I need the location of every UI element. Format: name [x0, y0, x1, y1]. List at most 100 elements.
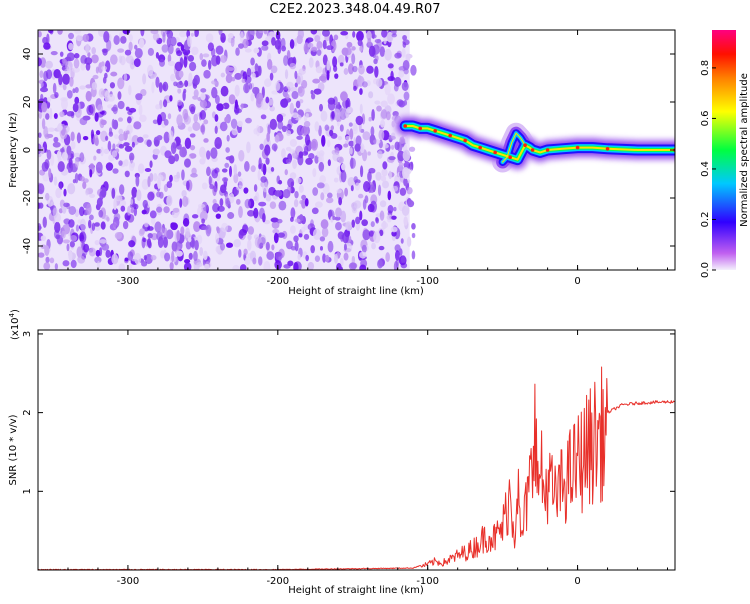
ridge-peak-point [575, 145, 580, 150]
noise-speckle [107, 140, 112, 152]
noise-speckle [167, 43, 174, 55]
noise-speckle [104, 90, 110, 103]
noise-speckle [269, 118, 278, 130]
noise-speckle [265, 157, 270, 165]
noise-speckle [176, 143, 182, 150]
noise-speckle [368, 230, 374, 237]
noise-speckle [74, 96, 80, 105]
noise-speckle [69, 240, 75, 248]
noise-speckle [41, 118, 46, 130]
colorbar-label: Normalized spectral amplitude [739, 73, 750, 227]
noise-speckle [235, 198, 241, 205]
noise-speckle [118, 128, 124, 135]
noise-speckle [354, 143, 361, 152]
noise-speckle [38, 30, 42, 38]
noise-speckle [255, 124, 261, 137]
noise-speckle [294, 82, 298, 88]
noise-speckle [82, 136, 89, 141]
noise-speckle [258, 65, 262, 76]
noise-speckle [73, 53, 80, 59]
noise-speckle [289, 172, 297, 180]
noise-speckle [112, 168, 119, 174]
noise-speckle [336, 262, 342, 270]
noise-speckle [100, 119, 107, 126]
noise-speckle [224, 116, 229, 123]
noise-speckle [359, 88, 363, 95]
noise-speckle [377, 184, 382, 196]
noise-speckle [371, 109, 375, 121]
noise-speckle [260, 176, 267, 183]
noise-speckle [52, 82, 57, 94]
noise-speckle [157, 177, 161, 190]
noise-speckle [394, 52, 402, 59]
snr-x-tick-label: -100 [416, 576, 439, 587]
noise-speckle [68, 205, 77, 215]
noise-speckle [147, 191, 155, 201]
colorbar: 0.0 0.2 0.4 0.6 0.8 Normalized spectral ampl… [700, 30, 750, 278]
noise-speckle [117, 77, 125, 90]
noise-speckle [387, 190, 392, 201]
noise-speckle [136, 189, 142, 202]
noise-speckle [84, 57, 93, 65]
noise-speckle [333, 108, 341, 121]
noise-speckle [110, 54, 118, 65]
noise-speckle [124, 49, 132, 56]
noise-speckle [62, 239, 70, 244]
noise-speckle [203, 119, 209, 125]
noise-speckle [53, 176, 58, 186]
noise-speckle [190, 32, 194, 37]
noise-speckle [199, 53, 204, 61]
noise-speckle [352, 124, 359, 135]
noise-speckle [238, 205, 243, 218]
noise-speckle [168, 155, 176, 165]
noise-speckle [169, 135, 174, 145]
noise-speckle [236, 185, 244, 191]
noise-speckle [267, 59, 273, 70]
noise-speckle [320, 192, 325, 201]
noise-speckle [94, 112, 99, 122]
noise-speckle [43, 70, 49, 82]
noise-speckle [347, 176, 356, 187]
noise-speckle [104, 72, 108, 79]
noise-speckle [87, 52, 91, 58]
noise-speckle [399, 187, 407, 196]
noise-speckle [96, 261, 101, 269]
noise-speckle [395, 257, 400, 268]
noise-speckle [375, 78, 383, 88]
noise-speckle [246, 141, 251, 154]
noise-speckle [379, 200, 387, 208]
noise-speckle [163, 227, 168, 240]
noise-speckle [348, 122, 353, 127]
noise-speckle [329, 129, 334, 137]
noise-speckle [261, 40, 269, 47]
noise-speckle [382, 161, 388, 170]
noise-speckle [56, 150, 61, 159]
noise-speckle [380, 221, 389, 229]
noise-speckle [88, 247, 96, 257]
noise-speckle [66, 65, 71, 73]
noise-speckle [351, 53, 356, 65]
noise-speckle [174, 61, 183, 72]
noise-speckle [91, 47, 96, 55]
noise-speckle [44, 245, 50, 256]
noise-speckle [215, 55, 221, 65]
noise-speckle [103, 148, 110, 155]
noise-speckle [191, 214, 199, 219]
noise-speckle [387, 76, 396, 82]
noise-speckle [184, 259, 191, 264]
noise-speckle [177, 88, 182, 94]
noise-speckle [316, 40, 323, 50]
noise-speckle [400, 262, 408, 269]
noise-speckle [387, 93, 395, 105]
spectrogram-y-tick-label: -20 [22, 190, 33, 206]
noise-speckle [59, 182, 63, 191]
noise-speckle [101, 243, 110, 251]
noise-speckle [384, 83, 391, 96]
noise-speckle [229, 192, 235, 204]
noise-speckle [374, 65, 379, 78]
noise-speckle [181, 169, 185, 181]
noise-speckle [112, 104, 118, 115]
colorbar-tick-label: 0.6 [700, 110, 711, 126]
noise-speckle [63, 202, 70, 208]
noise-speckle [38, 252, 45, 258]
